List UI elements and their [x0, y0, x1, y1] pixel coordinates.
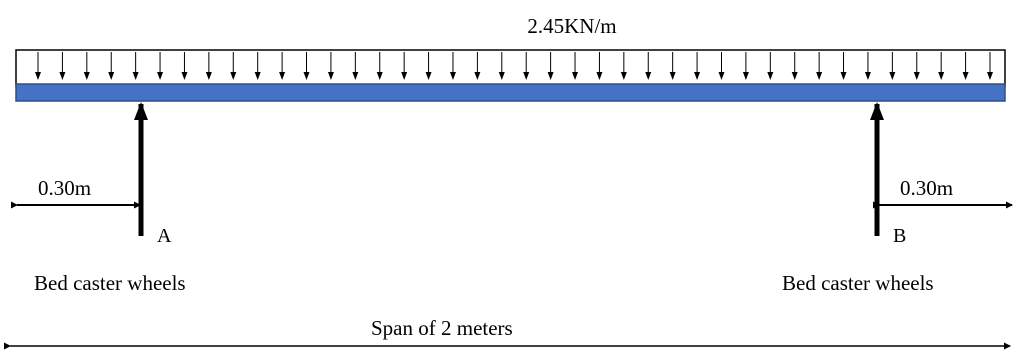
load-arrowhead [889, 72, 896, 80]
load-arrowhead [303, 72, 310, 80]
right-offset-label: 0.30m [900, 176, 953, 200]
load-arrowhead [59, 72, 66, 80]
load-arrowhead [498, 72, 505, 80]
load-arrowhead [327, 72, 334, 80]
load-arrowhead [840, 72, 847, 80]
distributed-load-arrows [35, 52, 993, 80]
load-arrowhead [83, 72, 90, 80]
support-b-caption: Bed caster wheels [782, 271, 934, 295]
load-arrowhead [230, 72, 237, 80]
load-label: 2.45KN/m [527, 14, 616, 38]
load-arrowhead [474, 72, 481, 80]
load-arrowhead [425, 72, 432, 80]
load-arrowhead [376, 72, 383, 80]
reaction-arrowhead-a [134, 102, 148, 120]
load-arrowhead [108, 72, 115, 80]
load-arrowhead [694, 72, 701, 80]
load-arrowhead [401, 72, 408, 80]
load-arrowhead [523, 72, 530, 80]
load-arrowhead [718, 72, 725, 80]
load-arrowhead [767, 72, 774, 80]
load-arrowhead [913, 72, 920, 80]
load-arrowhead [938, 72, 945, 80]
load-arrowhead [816, 72, 823, 80]
load-arrowhead [742, 72, 749, 80]
left-offset-label: 0.30m [38, 176, 91, 200]
support-b-label: B [893, 225, 906, 247]
load-arrowhead [279, 72, 286, 80]
load-arrowhead [352, 72, 359, 80]
support-a-caption: Bed caster wheels [34, 271, 186, 295]
reaction-arrowhead-b [870, 102, 884, 120]
load-arrowhead [449, 72, 456, 80]
load-arrowhead [791, 72, 798, 80]
load-arrowhead [620, 72, 627, 80]
load-arrowhead [205, 72, 212, 80]
load-arrowhead [645, 72, 652, 80]
load-arrowhead [181, 72, 188, 80]
support-a-label: A [157, 225, 172, 247]
load-arrowhead [962, 72, 969, 80]
load-arrowhead [669, 72, 676, 80]
load-arrowhead [864, 72, 871, 80]
load-arrowhead [596, 72, 603, 80]
load-arrowhead [132, 72, 139, 80]
beam [15, 83, 1006, 102]
distributed-load-box [15, 49, 1006, 87]
span-label: Span of 2 meters [371, 316, 513, 340]
load-arrowhead [987, 72, 993, 80]
load-arrowhead [547, 72, 554, 80]
load-arrowhead [572, 72, 579, 80]
load-arrowhead [157, 72, 164, 80]
load-arrowhead [35, 72, 41, 80]
load-arrowhead [254, 72, 261, 80]
